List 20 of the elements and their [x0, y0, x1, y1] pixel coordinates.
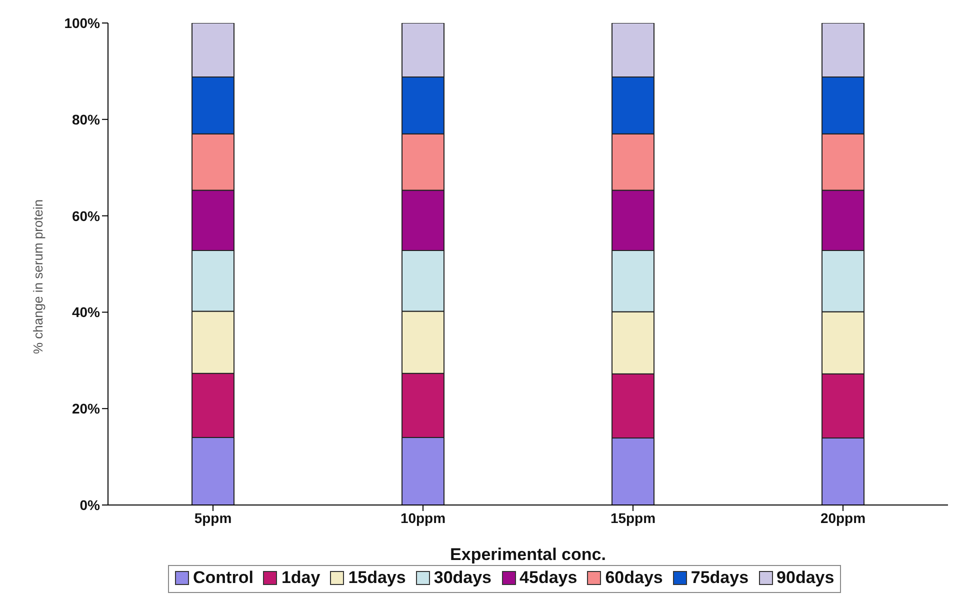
legend-label: Control — [192, 568, 254, 588]
legend-label: 90days — [776, 568, 834, 588]
y-tick-label: 40% — [72, 304, 101, 320]
y-tick-label: 80% — [72, 111, 101, 128]
x-tick-label: 15ppm — [610, 510, 656, 526]
x-tick-label: 20ppm — [820, 510, 866, 526]
legend-label: 1day — [280, 568, 320, 588]
y-tick-label: 60% — [72, 208, 101, 224]
legend-label: 15days — [347, 568, 406, 588]
y-tick-label: 0% — [80, 496, 101, 513]
y-tick-label: 100% — [64, 14, 101, 31]
legend-label: 60days — [604, 568, 663, 588]
legend-label: 75days — [690, 568, 749, 588]
x-tick-label: 5ppm — [194, 510, 232, 526]
legend-label: 45days — [518, 568, 578, 588]
x-tick-label: 10ppm — [400, 510, 446, 526]
y-tick-label: 20% — [72, 400, 101, 417]
y-axis-title: % change in serum protein — [30, 199, 46, 354]
x-axis-title: Experimental conc. — [450, 545, 606, 564]
legend-label: 30days — [432, 568, 492, 588]
